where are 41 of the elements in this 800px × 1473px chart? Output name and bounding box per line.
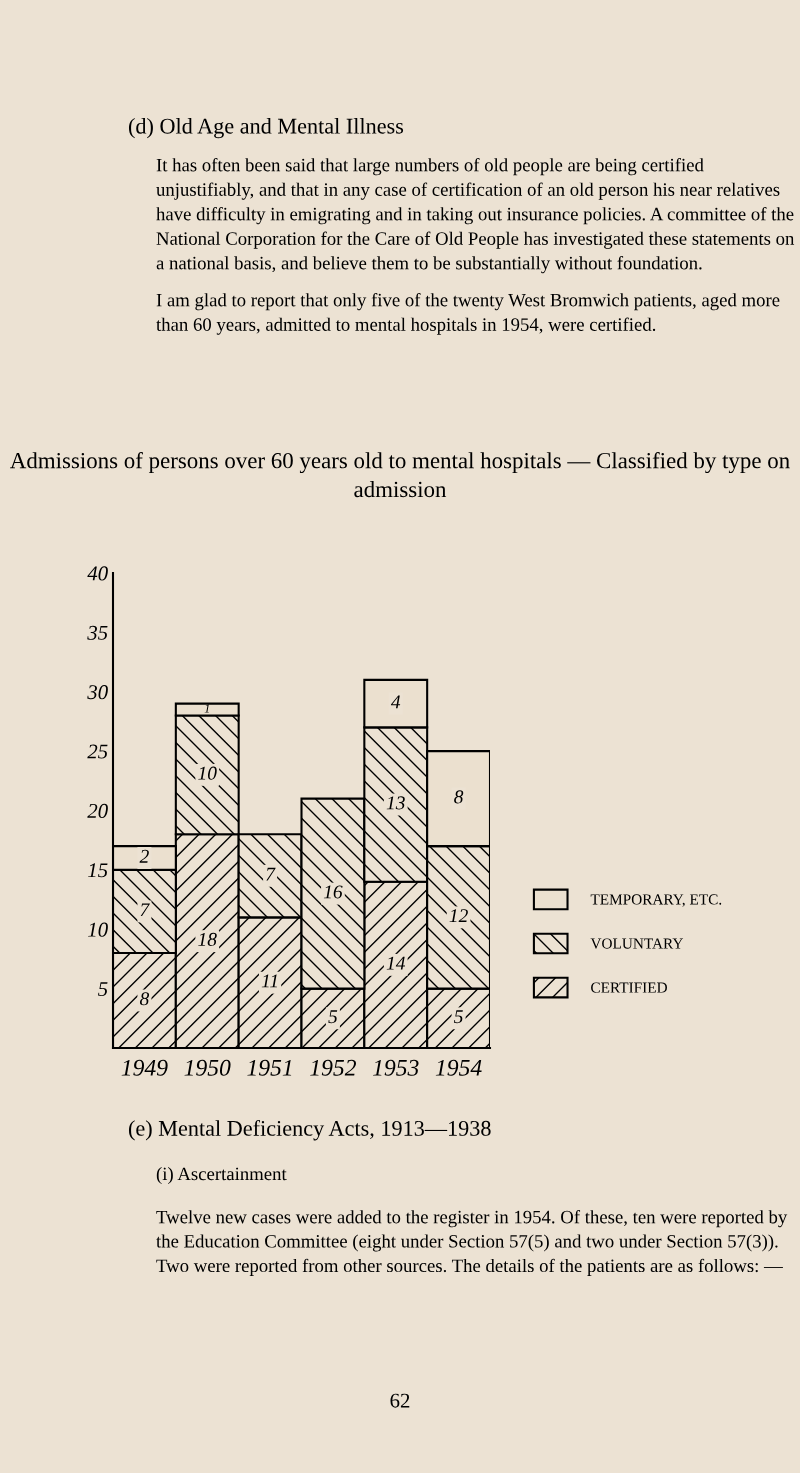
data-label: 8 xyxy=(454,790,464,804)
text: I am glad to report that only five of the twenty West Bromwich patients, aged more than 60 years, admitted to mental hospitals in 1954, were certified. xyxy=(156,293,780,335)
data-label: 14 xyxy=(386,956,406,970)
data-label: 5 xyxy=(454,1010,463,1024)
y-tick-label: 40 xyxy=(87,566,108,581)
data-label: 2 xyxy=(139,849,149,863)
text: (d) Old Age and Mental Illness xyxy=(128,118,404,139)
data-label: 13 xyxy=(386,796,405,810)
data-label: 12 xyxy=(449,909,468,923)
data-label: 10 xyxy=(198,766,217,780)
x-tick-label: 1952 xyxy=(310,1059,357,1076)
text: (i) Ascertainment xyxy=(156,1167,287,1184)
data-label: 16 xyxy=(323,885,343,899)
text: (e) Mental Deficiency Acts, 1913—1938 xyxy=(128,1120,491,1141)
data-label: 7 xyxy=(266,867,276,881)
legend-label: VOLUNTARY xyxy=(590,938,684,949)
y-tick-label: 15 xyxy=(88,863,108,878)
x-tick-label: 1954 xyxy=(435,1059,482,1076)
text: Twelve new cases were added to the register in 1954. Of these, ten were reported by the Education Committee (eight under Section 57(5) and two under Section 57(3)). Two were reported from other sources. The details of the patients are as follows: — xyxy=(156,1210,788,1276)
text: It has often been said that large numbers of old people are being certified unjustifiably, and that in any case of certification of an old person his near relatives have difficulty in emigrating and in taking out insurance policies. A committee of the National Corporation for the Care of Old People has investigated these statements on a national basis, and believe them to be substantially without foundation. xyxy=(156,158,795,274)
text: 62 xyxy=(390,1393,410,1408)
legend-label: TEMPORARY, ETC. xyxy=(590,894,722,907)
y-tick-label: 30 xyxy=(87,685,108,700)
data-label: 5 xyxy=(328,1010,338,1024)
y-tick-label: 5 xyxy=(98,982,108,997)
data-label: 7 xyxy=(140,903,150,917)
legend-label: CERTIFIED xyxy=(591,982,667,993)
x-tick-label: 1949 xyxy=(121,1059,168,1076)
chart-title: Admissions of persons over 60 years old to mental hospitals — Classified by type on admission xyxy=(10,452,790,498)
y-tick-label: 20 xyxy=(87,803,108,818)
data-label: 8 xyxy=(139,992,150,1006)
data-label: 18 xyxy=(198,932,217,946)
data-label: 1 xyxy=(204,704,210,713)
y-tick-label: 25 xyxy=(87,744,108,759)
x-tick-label: 1951 xyxy=(247,1059,292,1076)
x-tick-label: 1950 xyxy=(184,1059,231,1076)
data-label: 11 xyxy=(261,974,277,988)
y-tick-label: 35 xyxy=(87,625,108,640)
y-tick-label: 10 xyxy=(88,922,108,937)
x-tick-label: 1953 xyxy=(372,1059,419,1076)
data-label: 4 xyxy=(390,695,401,709)
